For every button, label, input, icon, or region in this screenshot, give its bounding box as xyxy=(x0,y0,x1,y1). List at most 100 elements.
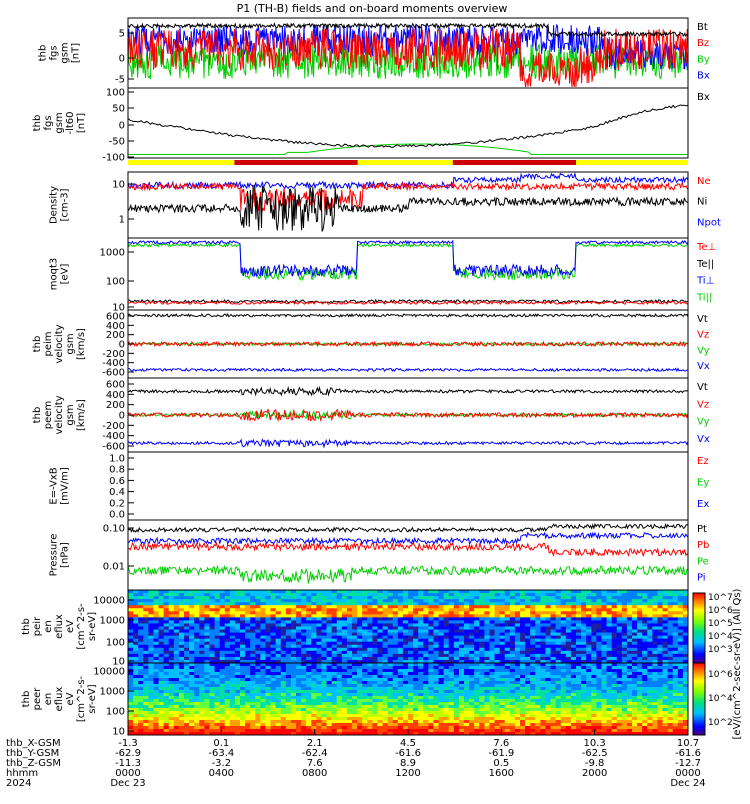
trace-Bz xyxy=(127,27,689,88)
heatmap-cell xyxy=(667,593,674,597)
heatmap-cell xyxy=(632,590,638,594)
heatmap-cell xyxy=(219,602,226,606)
heatmap-cell xyxy=(494,717,501,721)
heatmap-cell xyxy=(133,647,139,652)
heatmap-cell xyxy=(667,672,674,676)
heatmap-cell xyxy=(240,717,246,721)
heatmap-cell xyxy=(280,641,287,646)
heatmap-cell xyxy=(514,605,521,609)
heatmap-cell xyxy=(682,605,689,609)
heatmap-cell xyxy=(336,656,343,661)
heatmap-cell xyxy=(489,723,495,727)
heatmap-cell xyxy=(489,635,495,640)
heatmap-cell xyxy=(382,675,389,679)
heatmap-cell xyxy=(637,711,643,715)
heatmap-cell xyxy=(224,602,231,606)
heatmap-cell xyxy=(433,593,439,597)
heatmap-cell xyxy=(296,644,302,649)
heatmap-cell xyxy=(367,644,373,649)
heatmap-cell xyxy=(632,629,638,633)
heatmap-cell xyxy=(570,717,577,721)
heatmap-cell xyxy=(652,672,658,676)
heatmap-cell xyxy=(474,605,480,609)
heatmap-cell xyxy=(494,708,501,712)
heatmap-cell xyxy=(204,693,210,697)
heatmap-cell xyxy=(265,605,271,609)
heatmap-cell xyxy=(275,638,282,643)
heatmap-cell xyxy=(601,641,607,646)
heatmap-cell xyxy=(647,647,653,652)
heatmap-cell xyxy=(321,678,327,682)
heatmap-cell xyxy=(494,596,501,600)
heatmap-cell xyxy=(525,678,531,682)
heatmap-cell xyxy=(611,656,618,661)
heatmap-cell xyxy=(306,684,312,688)
heatmap-cell xyxy=(138,620,144,624)
heatmap-cell xyxy=(611,666,618,670)
heatmap-cell xyxy=(184,699,190,703)
heatmap-cell xyxy=(199,650,205,655)
heatmap-cell xyxy=(555,632,562,637)
heatmap-cell xyxy=(530,690,536,694)
heatmap-cell xyxy=(428,626,434,630)
heatmap-cell xyxy=(509,687,516,691)
heatmap-cell xyxy=(504,693,511,697)
heatmap-cell xyxy=(413,605,419,609)
heatmap-cell xyxy=(158,611,165,615)
heatmap-cell xyxy=(133,608,139,612)
heatmap-cell xyxy=(458,708,465,712)
heatmap-cell xyxy=(576,672,582,676)
heatmap-cell xyxy=(611,699,618,703)
heatmap-cell xyxy=(576,638,582,643)
heatmap-cell xyxy=(667,605,674,609)
heatmap-cell xyxy=(458,696,465,700)
heatmap-cell xyxy=(341,620,348,624)
heatmap-cell xyxy=(290,614,297,618)
heatmap-cell xyxy=(153,611,159,615)
heatmap-cell xyxy=(540,620,546,624)
heatmap-cell xyxy=(260,620,266,624)
heatmap-cell xyxy=(504,708,511,712)
heatmap-cell xyxy=(545,669,551,673)
heatmap-cell xyxy=(469,590,475,594)
heatmap-cell xyxy=(677,617,684,621)
heatmap-cell xyxy=(443,711,450,715)
heatmap-cell xyxy=(397,687,404,691)
heatmap-cell xyxy=(158,656,165,661)
heatmap-cell xyxy=(428,656,434,661)
heatmap-cell xyxy=(565,708,572,712)
heatmap-cell xyxy=(372,602,378,606)
heatmap-cell xyxy=(555,705,562,709)
heatmap-cell xyxy=(357,708,363,712)
heatmap-cell xyxy=(662,687,669,691)
heatmap-cell xyxy=(596,663,602,667)
heatmap-cell xyxy=(606,717,613,721)
heatmap-cell xyxy=(433,659,439,664)
heatmap-cell xyxy=(260,669,266,673)
heatmap-cell xyxy=(652,623,658,627)
heatmap-cell xyxy=(560,675,567,679)
heatmap-cell xyxy=(428,605,434,609)
heatmap-cell xyxy=(143,629,149,633)
heatmap-cell xyxy=(677,644,684,649)
heatmap-cell xyxy=(652,693,658,697)
panel-bg-efield xyxy=(128,452,688,520)
heatmap-cell xyxy=(438,681,445,685)
heatmap-cell xyxy=(484,659,490,664)
heatmap-cell xyxy=(413,672,419,676)
heatmap-cell xyxy=(576,684,582,688)
heatmap-cell xyxy=(606,626,613,630)
heatmap-cell xyxy=(657,705,663,709)
heatmap-cell xyxy=(652,632,658,637)
heatmap-cell xyxy=(453,666,460,670)
heatmap-cell xyxy=(331,599,338,603)
heatmap-cell xyxy=(280,650,287,655)
heatmap-cell xyxy=(224,672,231,676)
heatmap-cell xyxy=(453,626,460,630)
heatmap-cell xyxy=(153,669,159,673)
heatmap-cell xyxy=(484,614,490,618)
panel-efield xyxy=(127,451,689,521)
heatmap-cell xyxy=(611,590,618,594)
heatmap-cell xyxy=(662,702,669,706)
heatmap-cell xyxy=(194,711,200,715)
